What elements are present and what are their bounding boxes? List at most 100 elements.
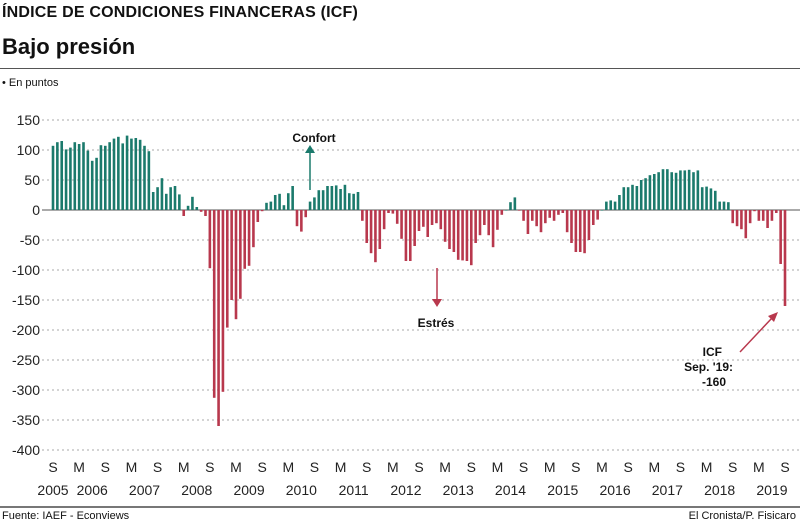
bar <box>565 210 569 233</box>
bar <box>112 138 116 210</box>
x-year-label: 2012 <box>390 482 421 498</box>
bar <box>770 210 774 221</box>
x-tick-march: M <box>492 459 504 475</box>
x-tick-march: M <box>178 459 190 475</box>
bar <box>95 157 98 210</box>
x-year-label: 2016 <box>599 482 630 498</box>
bar <box>247 210 251 266</box>
bar <box>269 201 273 210</box>
bar <box>56 142 59 210</box>
x-tick-september: S <box>676 459 685 475</box>
bar <box>461 210 464 261</box>
bar <box>99 145 103 210</box>
bar <box>513 197 517 210</box>
x-tick-march: M <box>439 459 451 475</box>
bar <box>173 186 177 210</box>
bar <box>491 210 495 248</box>
unit-label: • En puntos <box>2 77 59 89</box>
bar <box>64 149 68 210</box>
bar <box>138 139 142 210</box>
icf-label: ICF <box>703 345 722 359</box>
bar <box>522 210 525 221</box>
bar <box>452 210 456 252</box>
bar <box>722 201 726 210</box>
x-tick-september: S <box>623 459 632 475</box>
bar <box>291 186 294 210</box>
header-divider <box>0 68 800 69</box>
bar <box>644 178 647 210</box>
bar <box>134 138 138 210</box>
x-tick-september: S <box>310 459 319 475</box>
bar <box>426 210 430 237</box>
x-tick-september: S <box>571 459 580 475</box>
y-tick-label: 100 <box>17 142 41 158</box>
bar <box>552 210 556 221</box>
bar <box>635 186 639 210</box>
bar <box>709 188 713 210</box>
bar <box>191 196 194 210</box>
bar <box>278 193 281 210</box>
bar <box>221 210 225 392</box>
bar <box>86 150 90 210</box>
bar <box>639 180 643 210</box>
bar <box>740 210 743 230</box>
bar <box>90 160 94 210</box>
bar <box>121 143 125 210</box>
x-year-label: 2019 <box>756 482 787 498</box>
arrow-icon <box>768 312 778 322</box>
bar <box>378 210 382 249</box>
bar <box>339 189 342 210</box>
bar <box>591 210 595 225</box>
chart-title: Bajo presión <box>2 34 136 59</box>
bar <box>286 193 290 210</box>
bar <box>613 201 617 210</box>
bar <box>578 210 582 252</box>
bar <box>369 210 373 254</box>
x-tick-september: S <box>205 459 214 475</box>
bar <box>234 210 238 320</box>
bar <box>761 210 765 221</box>
bar <box>674 172 678 210</box>
up-arrow-icon <box>305 145 315 153</box>
bar <box>195 207 199 210</box>
bar <box>496 210 499 230</box>
bar <box>365 210 369 243</box>
bar <box>596 210 599 220</box>
bar <box>304 210 308 218</box>
bar <box>143 145 146 210</box>
bar <box>456 210 460 260</box>
bar <box>583 210 586 254</box>
bar <box>151 192 155 210</box>
bar <box>600 210 604 211</box>
x-tick-september: S <box>362 459 371 475</box>
bar <box>504 210 508 211</box>
bar <box>713 190 717 210</box>
x-year-label: 2007 <box>129 482 160 498</box>
bar <box>753 210 756 212</box>
bar <box>103 145 107 210</box>
bar <box>295 210 299 227</box>
confort-label: Confort <box>292 131 335 145</box>
bar <box>587 210 591 240</box>
bar <box>60 141 64 210</box>
bar <box>417 210 421 231</box>
y-tick-label: 50 <box>24 172 40 188</box>
bar <box>156 187 159 210</box>
y-tick-label: -350 <box>12 412 40 428</box>
x-tick-september: S <box>728 459 737 475</box>
bar <box>308 201 312 210</box>
bar <box>82 142 85 210</box>
bar <box>430 210 434 225</box>
x-tick-september: S <box>414 459 423 475</box>
bar <box>282 205 286 210</box>
bar <box>700 187 704 210</box>
bar <box>648 175 652 210</box>
x-tick-march: M <box>753 459 765 475</box>
bar <box>766 210 769 228</box>
footer-divider <box>0 506 800 508</box>
bar <box>443 210 447 242</box>
bar <box>679 170 682 210</box>
bar <box>147 151 151 210</box>
